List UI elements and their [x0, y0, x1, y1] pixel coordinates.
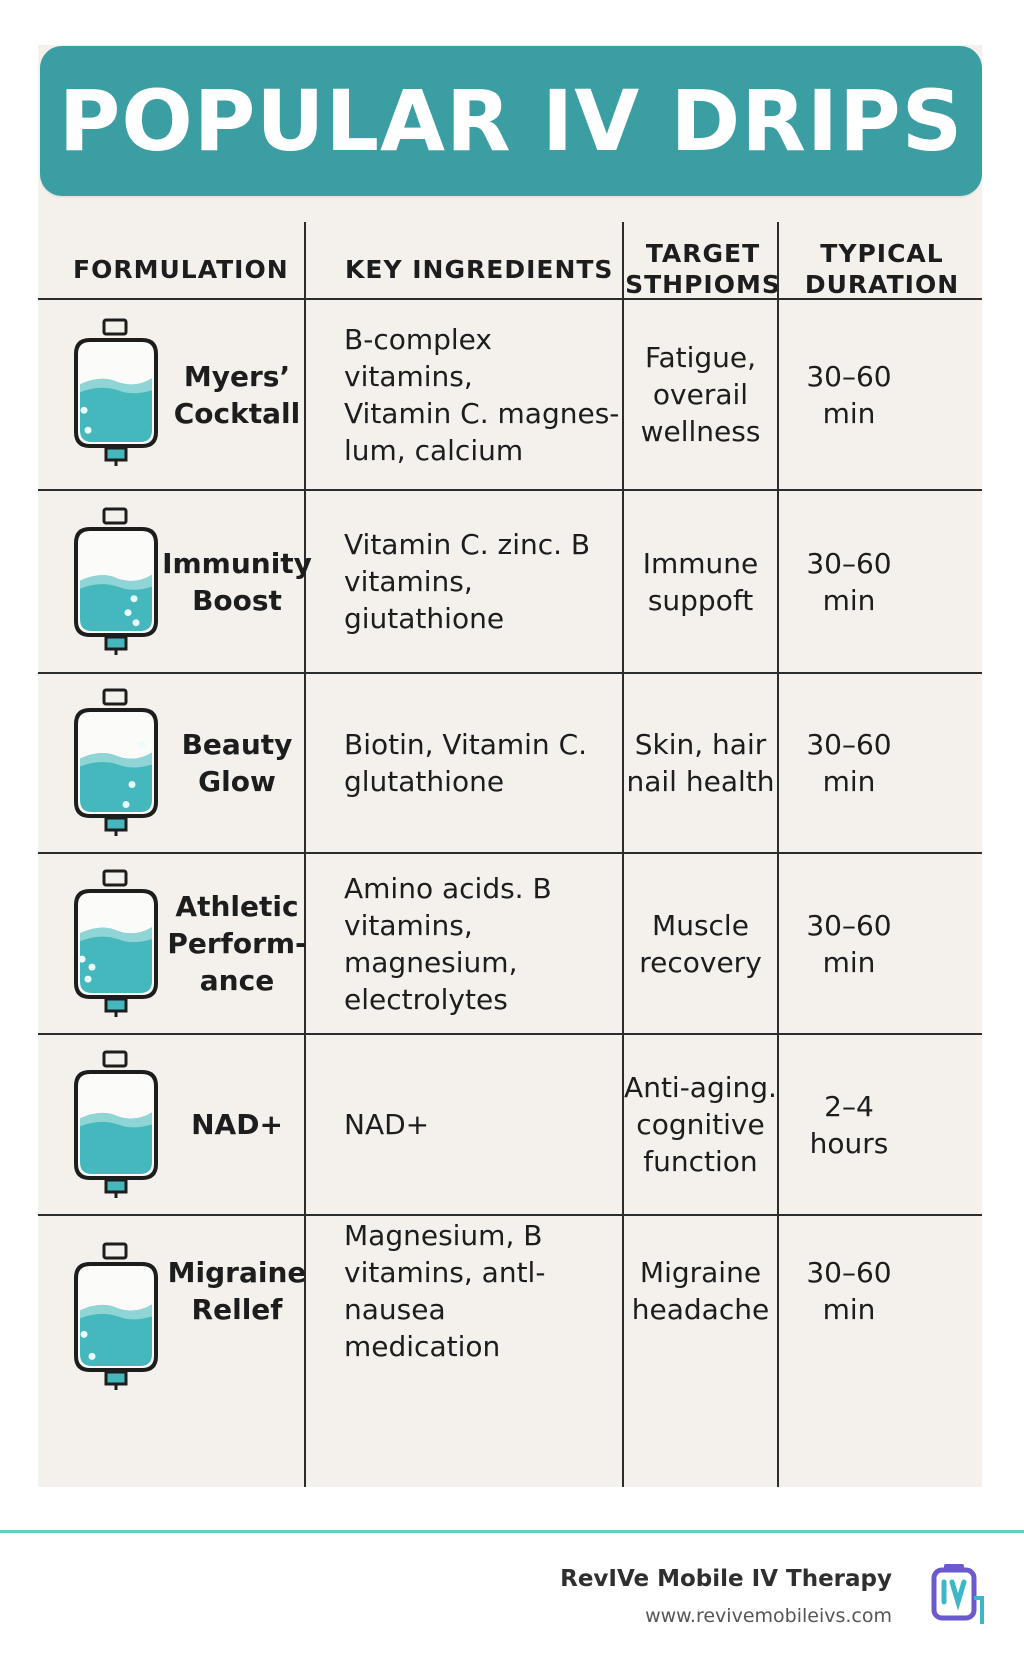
typical-duration: 30–60 min [806, 546, 892, 617]
iv-bag-icon [74, 1050, 158, 1198]
iv-bag [62, 688, 172, 842]
row-divider [38, 489, 982, 491]
target-symptoms: Skin, hair nail health [626, 728, 775, 798]
iv-bag [62, 1242, 172, 1396]
drip-name: Myers’ Cocktall [173, 359, 301, 430]
iv-bag [62, 507, 172, 661]
iv-bag-icon [74, 507, 158, 655]
typical-duration: 30–60 min [806, 908, 892, 979]
row-divider [38, 852, 982, 854]
target-symptoms: Migraine headache [631, 1256, 770, 1326]
drip-name: NAD+ [191, 1108, 283, 1141]
logo-icon [931, 1564, 984, 1624]
target-symptoms: Immune suppoft [642, 546, 759, 617]
row-divider [38, 1214, 982, 1216]
header-duration: TYPICAL DURATION [804, 239, 960, 299]
typical-duration: 30–60 min [806, 728, 892, 798]
row-divider [38, 672, 982, 674]
typical-duration: 2–4 hours [809, 1089, 889, 1160]
website-url: www.revivemobileivs.com [645, 1605, 892, 1627]
key-ingredients: Magnesium, B vitamins, antl-nausea medic… [344, 1219, 546, 1363]
table-card [38, 45, 982, 1487]
drip-name: Migraine Rellef [167, 1256, 307, 1326]
column-divider [777, 222, 779, 1487]
drip-name: Athletic Perform- ance [167, 890, 307, 997]
key-ingredients: Biotin, Vitamin C. glutathione [344, 728, 588, 798]
typical-duration: 30–60 min [806, 359, 892, 430]
key-ingredients: B-complex vitamins, Vitamin C. magnes- l… [344, 322, 620, 467]
target-symptoms: Anti-aging. cognitive function [624, 1071, 777, 1178]
drip-name: Immunity Boost [162, 546, 312, 617]
iv-bag-icon [74, 869, 158, 1017]
key-ingredients: Vitamin C. zinc. B vitamins, giutathione [344, 528, 591, 635]
iv-bag-icon [74, 688, 158, 836]
iv-bag [62, 869, 172, 1023]
iv-bag-icon [74, 318, 158, 466]
row-divider [38, 298, 982, 300]
target-symptoms: Muscle recovery [639, 908, 762, 979]
iv-bag [62, 1050, 172, 1204]
header-ingredients: KEY INGREDIENTS [345, 254, 614, 284]
footer-divider [0, 1530, 1024, 1533]
column-divider [304, 222, 306, 1487]
row-divider [38, 1033, 982, 1035]
iv-bag [62, 318, 172, 472]
brand-name: RevIVe Mobile IV Therapy [560, 1566, 892, 1592]
header-target: TARGET STHPIOMS [625, 239, 781, 299]
header-formulation: FORMULATION [73, 254, 289, 284]
page-title: POPULAR IV DRIPS [58, 72, 964, 170]
key-ingredients: Amino acids. B vitamins, magnesium, elec… [344, 871, 552, 1016]
typical-duration: 30–60 min [806, 1256, 892, 1326]
drip-name: Beauty Glow [181, 728, 293, 798]
target-symptoms: Fatigue, overail wellness [640, 341, 761, 448]
key-ingredients: NAD+ [344, 1108, 430, 1141]
iv-bag-icon [74, 1242, 158, 1390]
title-banner: POPULAR IV DRIPS [40, 46, 982, 196]
column-divider [622, 222, 624, 1487]
